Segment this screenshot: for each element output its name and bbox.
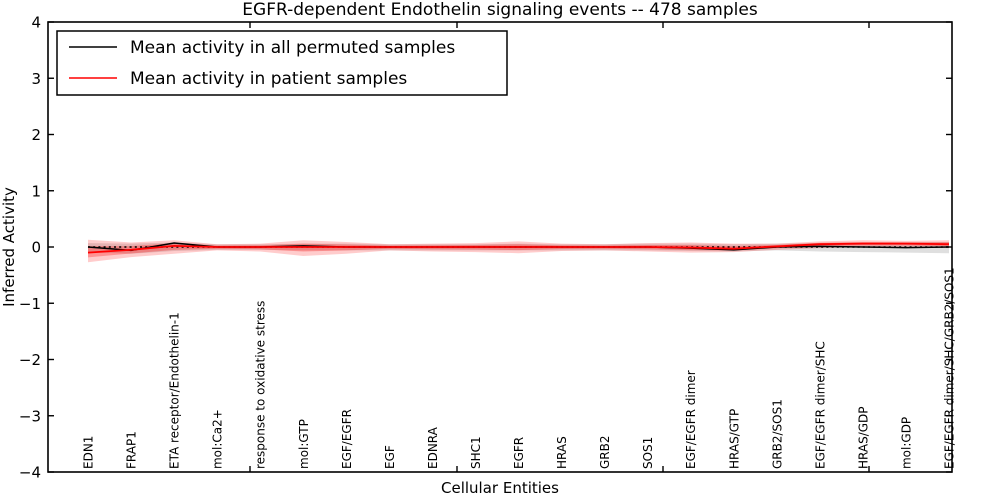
y-tick-label: 4 [31, 14, 41, 32]
plot-area: 4 3 2 1 0 −1 −2 −3 −4 EDN1 FRAP1 ETA receptor/Endot… [19, 14, 957, 482]
x-category-label: HRAS [555, 436, 569, 469]
y-tick-label: 2 [31, 126, 41, 144]
x-category-label: SOS1 [641, 437, 655, 469]
x-category-label: FRAP1 [125, 431, 139, 469]
x-category-label: EGF/EGFR dimer [684, 370, 698, 469]
y-tick-label: 3 [31, 70, 41, 88]
x-category-label: ETA receptor/Endothelin-1 [168, 312, 182, 469]
legend-box [56, 30, 508, 96]
y-tick-label: −1 [19, 295, 41, 313]
x-category-label: mol:Ca2+ [211, 409, 225, 469]
legend-label-permuted: Mean activity in all permuted samples [130, 38, 455, 58]
x-category-label: HRAS/GDP [856, 406, 870, 469]
x-category-label: EGF/EGFR [340, 409, 354, 469]
y-tick-label: −3 [19, 407, 41, 425]
y-tick-label: −2 [19, 351, 41, 369]
x-category-label: EGFR [512, 437, 526, 469]
x-category-label: GRB2 [598, 435, 612, 469]
y-tick-label: −4 [19, 464, 41, 482]
x-category-label: mol:GDP [899, 417, 913, 469]
x-category-label: EDNRA [426, 426, 440, 469]
legend-label-patient: Mean activity in patient samples [130, 69, 407, 89]
y-axis-label: Inferred Activity [0, 187, 18, 307]
x-category-label: EGF [383, 445, 397, 469]
x-category-label: EGF/EGFR dimer/SHC/GRB2/SOS1 [943, 267, 957, 469]
x-category-label: HRAS/GTP [727, 409, 741, 469]
x-category-label: EDN1 [82, 436, 96, 469]
patient-mean-line [87, 242, 950, 254]
x-category-label: response to oxidative stress [254, 301, 268, 469]
x-category-label: SHC1 [469, 436, 483, 469]
x-category-label: EGF/EGFR dimer/SHC [813, 341, 827, 469]
x-category-label: mol:GTP [297, 419, 311, 469]
y-tick-label: 1 [31, 182, 41, 200]
x-category-label: GRB2/SOS1 [770, 399, 784, 469]
x-axis-label: Cellular Entities [441, 479, 559, 497]
plot-border [47, 21, 953, 473]
legend: Mean activity in all permuted samples Me… [56, 30, 508, 96]
chart-title: EGFR-dependent Endothelin signaling even… [242, 0, 758, 20]
y-tick-label: 0 [31, 239, 41, 257]
